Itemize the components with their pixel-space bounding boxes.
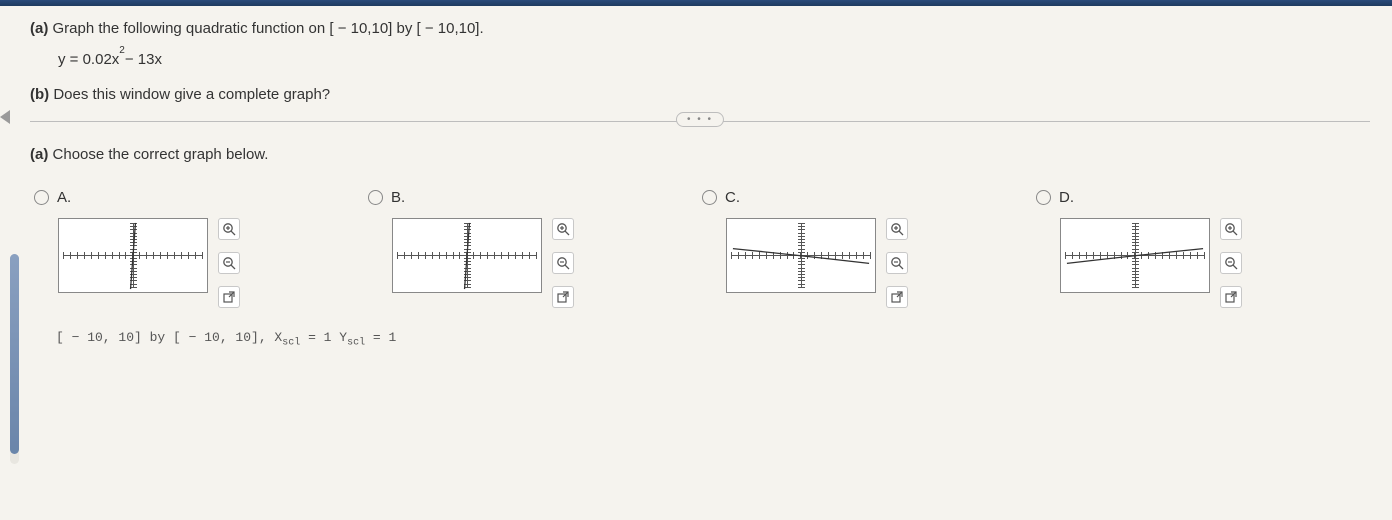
zoom-out-button[interactable] [1220,252,1242,274]
option-B: B. [368,189,702,308]
popout-button[interactable] [552,286,574,308]
option-label: A. [57,189,71,206]
thumb-tools [218,218,240,308]
part-a-text: Graph the following quadratic function o… [53,20,484,37]
zoom-in-button[interactable] [1220,218,1242,240]
thumb-tools [886,218,908,308]
thumb-wrap [368,218,702,308]
caption-mid: = 1 Y [300,330,347,345]
part-a-label: (a) [30,20,48,37]
option-A: A. [34,189,368,308]
equation-rhs: − 13x [125,51,162,68]
radio-icon[interactable] [34,190,49,205]
option-radio-D[interactable]: D. [1036,189,1370,206]
caption-prefix: [ − 10, 10] by [ − 10, 10], X [56,330,282,345]
choose-line: (a) Choose the correct graph below. [30,146,1370,163]
window-caption: [ − 10, 10] by [ − 10, 10], Xscl = 1 Ysc… [30,330,1370,349]
option-radio-C[interactable]: C. [702,189,1036,206]
caption-sub2: scl [347,338,365,349]
radio-icon[interactable] [702,190,717,205]
option-label: D. [1059,189,1074,206]
option-C: C. [702,189,1036,308]
caption-suffix: = 1 [365,330,396,345]
collapse-triangle-icon[interactable] [0,110,10,124]
expand-pill[interactable]: • • • [676,112,724,127]
zoom-out-button[interactable] [218,252,240,274]
question-content: (a) Graph the following quadratic functi… [0,6,1392,359]
graph-thumb[interactable] [1060,218,1210,293]
zoom-out-button[interactable] [552,252,574,274]
part-b-text: Does this window give a complete graph? [53,86,330,103]
thumb-tools [552,218,574,308]
zoom-in-button[interactable] [552,218,574,240]
graph-thumb[interactable] [392,218,542,293]
divider-wrap: • • • [30,121,1370,122]
thumb-wrap [702,218,1036,308]
part-b-label: (b) [30,86,49,103]
option-radio-B[interactable]: B. [368,189,702,206]
popout-button[interactable] [218,286,240,308]
zoom-out-button[interactable] [886,252,908,274]
options-row: A. B. C. D. [30,189,1370,308]
popout-button[interactable] [1220,286,1242,308]
choose-label: (a) [30,146,48,163]
graph-thumb[interactable] [726,218,876,293]
zoom-in-button[interactable] [886,218,908,240]
choose-text: Choose the correct graph below. [53,146,269,163]
thumb-wrap [1036,218,1370,308]
equation-lhs: y = 0.02x [58,51,119,68]
equation: y = 0.02x2 − 13x [30,51,1370,68]
scrollbar-thumb[interactable] [10,254,19,454]
option-radio-A[interactable]: A. [34,189,368,206]
radio-icon[interactable] [368,190,383,205]
option-label: C. [725,189,740,206]
zoom-in-button[interactable] [218,218,240,240]
scrollbar-track[interactable] [10,254,19,464]
thumb-wrap [34,218,368,308]
popout-button[interactable] [886,286,908,308]
option-label: B. [391,189,405,206]
part-b-line: (b) Does this window give a complete gra… [30,86,1370,103]
radio-icon[interactable] [1036,190,1051,205]
option-D: D. [1036,189,1370,308]
graph-thumb[interactable] [58,218,208,293]
caption-sub1: scl [282,338,300,349]
thumb-tools [1220,218,1242,308]
part-a-line: (a) Graph the following quadratic functi… [30,20,1370,37]
